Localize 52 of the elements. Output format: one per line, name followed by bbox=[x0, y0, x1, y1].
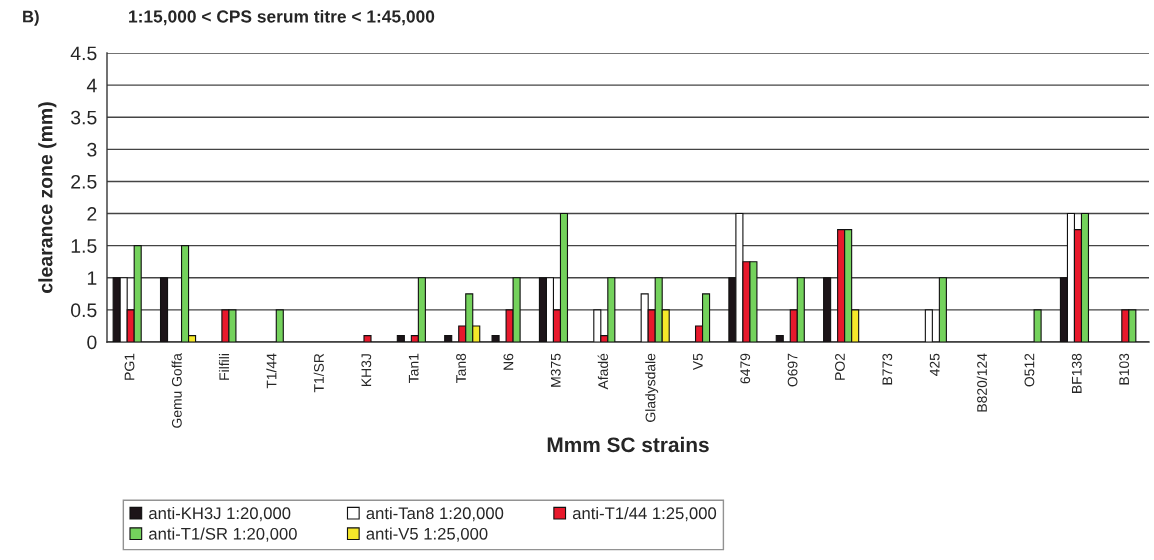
bar bbox=[444, 335, 453, 342]
x-tick-label: PG1 bbox=[124, 353, 135, 380]
legend-label: anti-T1/44 1:25,000 bbox=[572, 506, 717, 522]
bar bbox=[938, 277, 947, 342]
x-tick-label: 6479 bbox=[740, 353, 751, 384]
bar bbox=[396, 335, 405, 342]
y-tick-label: 0.5 bbox=[71, 303, 97, 318]
y-tick-label: 3.5 bbox=[70, 110, 97, 125]
y-tick-label: 2 bbox=[87, 207, 97, 221]
x-tick-label: PO2 bbox=[835, 353, 845, 380]
bar bbox=[159, 277, 169, 342]
x-tick-label: KH3J bbox=[361, 354, 372, 386]
x-tick-label: O512 bbox=[1024, 353, 1035, 387]
x-tick-label: BF138 bbox=[1071, 353, 1082, 393]
bar bbox=[924, 309, 933, 342]
x-tick-label: B773 bbox=[882, 353, 893, 385]
x-tick-label: 425 bbox=[929, 353, 940, 376]
y-axis-title: clearance zone (mm) bbox=[38, 102, 57, 293]
text: B) bbox=[23, 10, 39, 26]
y-tick-label: 3 bbox=[87, 142, 97, 157]
x-tick-label: Tan8 bbox=[456, 353, 466, 383]
legend-label: anti-KH3J 1:20,000 bbox=[149, 506, 291, 522]
x-tick-label: Filfili bbox=[218, 354, 229, 380]
bar bbox=[275, 309, 284, 342]
x-tick-label: Gemu Goffa bbox=[171, 353, 182, 428]
x-tick-label: B820/124 bbox=[976, 353, 987, 412]
x-tick-label: Afadé bbox=[597, 353, 609, 390]
y-tick-label: 4 bbox=[86, 78, 97, 93]
bar bbox=[491, 335, 500, 342]
x-tick-label: Gladysdale bbox=[645, 353, 659, 422]
y-tick-label: 4.5 bbox=[70, 46, 97, 61]
x-tick-label: T1/44 bbox=[266, 353, 277, 389]
y-tick-label: 2.5 bbox=[71, 174, 97, 189]
legend-label: anti-V5 1:25,000 bbox=[366, 527, 488, 542]
bar bbox=[775, 335, 784, 342]
x-tick-label: Tan1 bbox=[408, 353, 419, 383]
x-tick-label: N6 bbox=[503, 353, 514, 370]
x-tick-label: V5 bbox=[693, 353, 703, 371]
y-tick-label: 1.5 bbox=[71, 239, 97, 253]
legend-label: anti-Tan8 1:20,000 bbox=[366, 506, 504, 522]
chart-title: 1:15,000 < CPS serum titre < 1:45,000 bbox=[129, 9, 435, 26]
x-tick-label: M375 bbox=[550, 353, 561, 387]
bar bbox=[823, 277, 832, 342]
x-tick-label: B103 bbox=[1119, 353, 1130, 385]
x-axis-title: Mmm SC strains bbox=[547, 436, 709, 453]
y-tick-label: 0 bbox=[87, 335, 97, 350]
x-tick-label: O697 bbox=[787, 353, 798, 387]
legend-label: anti-T1/SR 1:20,000 bbox=[149, 527, 297, 542]
bar bbox=[1033, 309, 1042, 342]
y-tick-label: 1 bbox=[87, 271, 97, 285]
x-tick-label: T1/SR bbox=[313, 353, 324, 393]
bar bbox=[363, 335, 372, 342]
